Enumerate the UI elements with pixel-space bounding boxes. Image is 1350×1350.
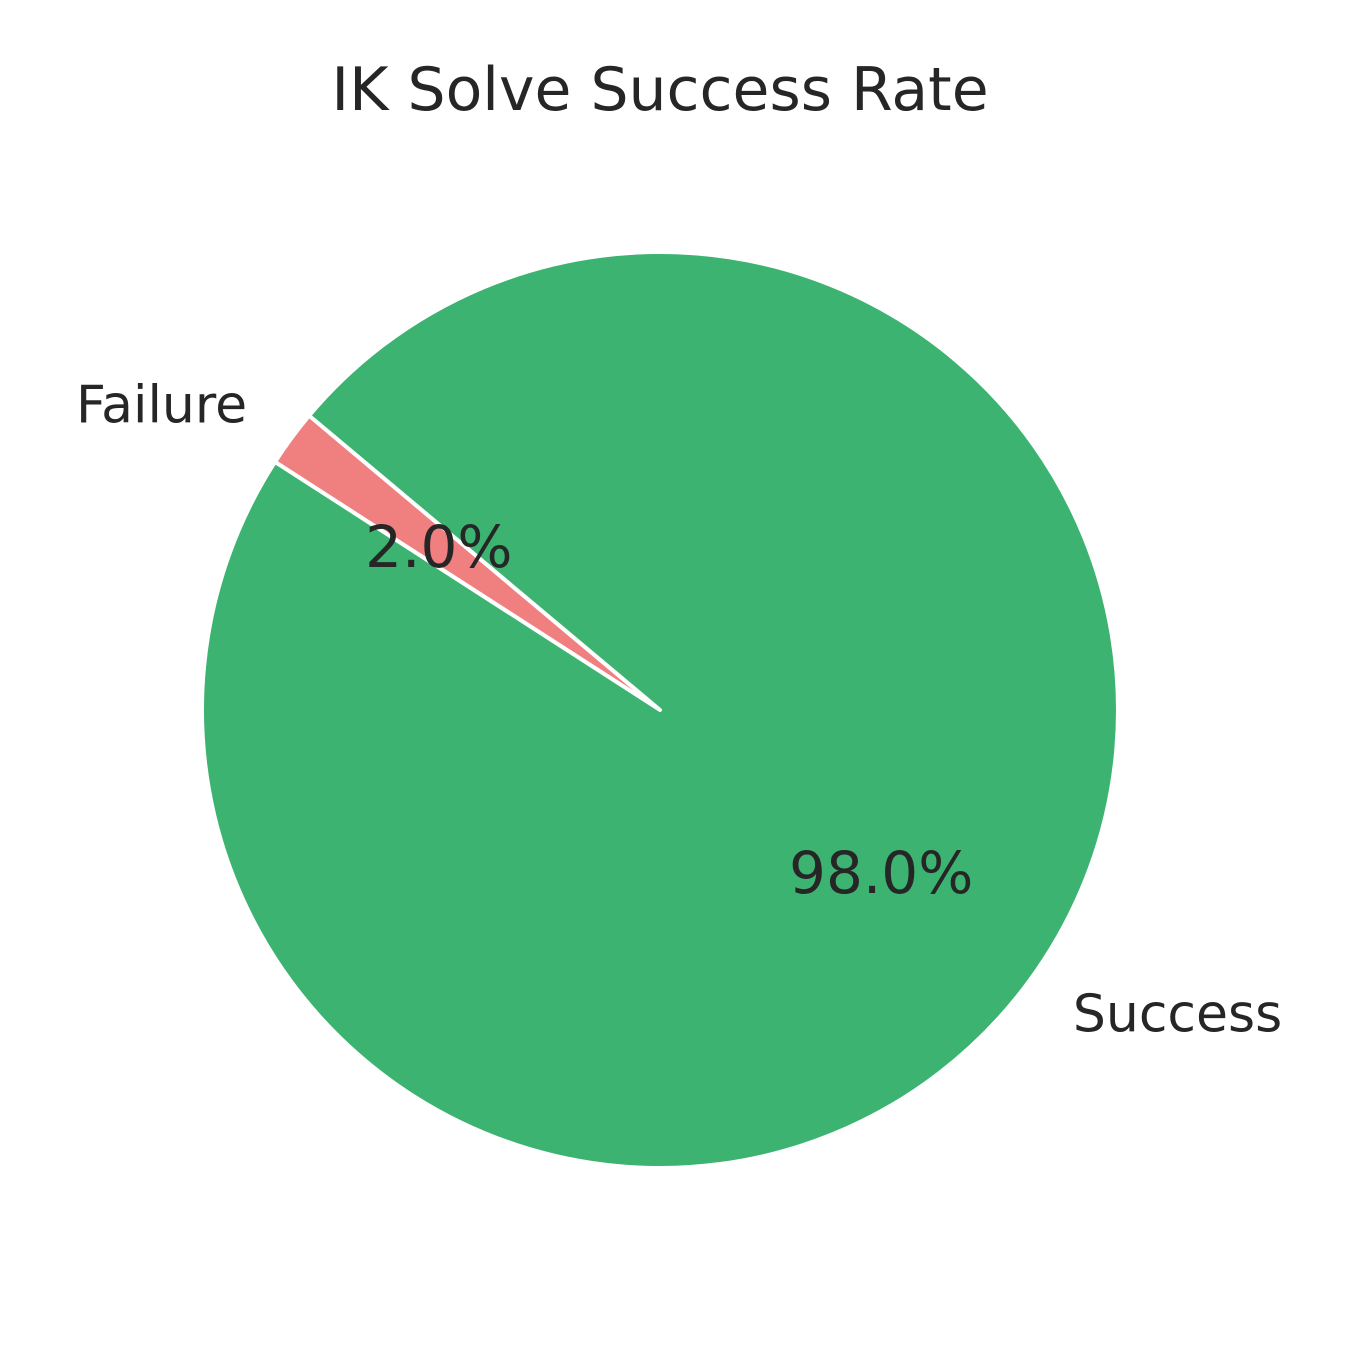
pie-category-label-failure: Failure bbox=[76, 376, 247, 436]
pie-slice-success bbox=[200, 250, 1120, 1170]
pie-pct-label-success: 98.0% bbox=[789, 839, 973, 907]
chart-title: IK Solve Success Rate bbox=[331, 55, 988, 125]
pie-labels: 2.0% Failure 98.0% Success bbox=[76, 376, 1282, 1045]
pie-category-label-success: Success bbox=[1073, 984, 1282, 1044]
pie-slices bbox=[200, 250, 1120, 1170]
pie-pct-label-failure: 2.0% bbox=[365, 513, 512, 581]
